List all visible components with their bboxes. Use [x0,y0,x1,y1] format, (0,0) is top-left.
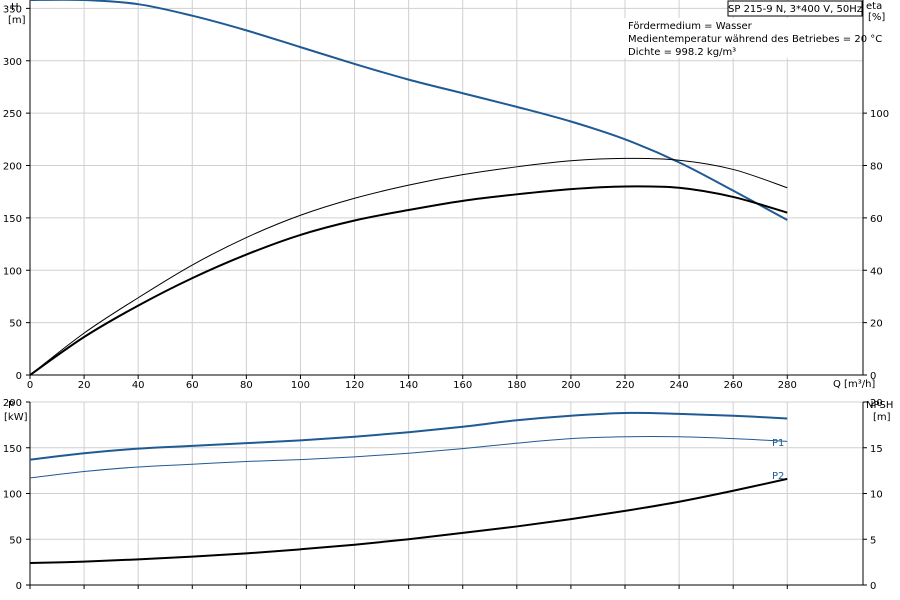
pump-header: SP 215-9 N, 3*400 V, 50Hz [728,4,862,15]
x-tick-label: 220 [615,380,634,391]
y2-tick-label: 20 [870,319,883,330]
head-axis-title: H [11,2,19,13]
info-density: Dichte = 998.2 kg/m³ [628,47,736,58]
x-tick-label: 60 [186,380,199,391]
y-tick-label: 200 [3,398,22,409]
x-tick-label: 160 [453,380,472,391]
bottom-axes [26,401,867,589]
bottom-grid [30,401,863,585]
y2-tick-label: 40 [870,266,883,277]
y-tick-label: 100 [3,490,22,501]
head-curve [30,0,788,221]
npsh-axis-unit: [m] [873,412,891,423]
y-tick-label: 0 [16,371,22,382]
y2-tick-label: 0 [870,371,876,382]
npsh-curve [29,477,788,565]
y-tick-label: 50 [9,319,22,330]
flow-axis-title: Q [m³/h] [833,379,875,390]
y2-tick-label: 100 [870,109,889,120]
series-label-p2: P2 [772,471,784,482]
y-tick-label: 200 [3,162,22,173]
info-medium: Fördermedium = Wasser [628,21,753,32]
power-axis-title: P [8,400,14,411]
y-tick-label: 150 [3,444,22,455]
y2-tick-label: 5 [870,535,876,546]
efficiency-curve-1 [29,185,788,376]
y-tick-label: 100 [3,266,22,277]
npsh-axis-title: NPSH [866,400,893,411]
power-p2-curve [29,436,788,479]
y2-tick-label: 0 [870,581,876,592]
y-tick-label: 350 [3,4,22,15]
x-tick-label: 280 [778,380,797,391]
efficiency-axis-unit: [%] [868,12,885,23]
series-label-p1: P1 [772,438,784,449]
x-tick-label: 120 [345,380,364,391]
y-tick-label: 300 [3,57,22,68]
top-axes [26,0,867,379]
x-tick-label: 20 [78,380,91,391]
x-tick-label: 200 [561,380,580,391]
efficiency-curve-2 [29,157,788,376]
y-tick-label: 0 [16,581,22,592]
info-box [624,18,862,58]
x-tick-label: 40 [132,380,145,391]
y2-tick-label: 80 [870,162,883,173]
power-p1-curve [29,411,788,461]
pump-header-box [727,0,863,17]
power-axis-unit: [kW] [4,412,28,423]
x-tick-label: 260 [724,380,743,391]
y-tick-label: 250 [3,109,22,120]
top-grid [30,0,863,375]
info-temperature: Medientemperatur während des Betriebes =… [628,34,882,45]
bottom-series [29,411,788,565]
bottom-tick-labels: 0 50 100 150 200 0 5 10 15 20 [3,398,883,592]
head-axis-unit: [m] [8,15,26,26]
x-tick-label: 100 [291,380,310,391]
x-tick-label: 240 [670,380,689,391]
y2-tick-label: 10 [870,490,883,501]
y-tick-label: 150 [3,214,22,225]
x-tick-label: 180 [507,380,526,391]
efficiency-axis-title: eta [866,1,882,12]
x-tick-label: 0 [27,380,33,391]
y2-tick-label: 20 [870,398,883,409]
x-tick-label: 140 [399,380,418,391]
y2-tick-label: 60 [870,214,883,225]
y-tick-label: 50 [9,535,22,546]
y2-tick-label: 15 [870,444,883,455]
top-tick-labels: 0 20 40 60 80 100 120 140 160 180 200 220 240 260 2800… [3,4,889,391]
x-tick-label: 80 [240,380,253,391]
top-series [29,0,788,376]
